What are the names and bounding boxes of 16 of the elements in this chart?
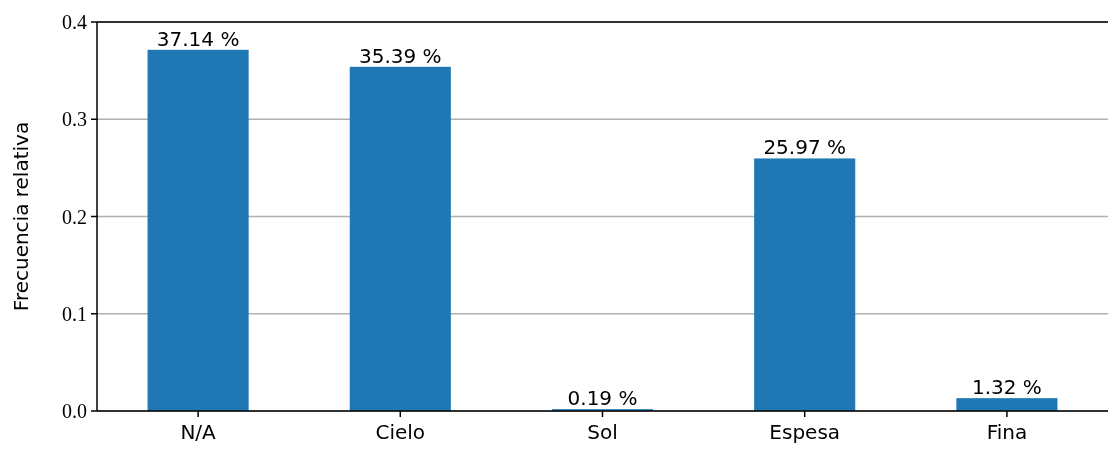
y-tick-label: 0.4: [62, 11, 87, 33]
y-tick-label: 0.0: [62, 400, 87, 422]
data-label: 35.39 %: [358, 43, 442, 68]
y-axis-title: Frecuencia relativa: [9, 121, 33, 312]
data-label: 0.19 %: [567, 386, 638, 411]
x-tick-label: N/A: [180, 420, 217, 444]
x-tick-label: Cielo: [375, 420, 426, 444]
y-tick-label: 0.1: [62, 302, 87, 325]
x-tick-label: Fina: [986, 420, 1028, 444]
data-label: 37.14 %: [156, 26, 240, 51]
data-label: 1.32 %: [971, 375, 1042, 400]
data-label: 25.97 %: [763, 135, 847, 160]
y-tick-label: 0.3: [62, 108, 87, 131]
x-tick-label: Espesa: [769, 420, 841, 444]
x-tick-label: Sol: [587, 420, 618, 444]
y-tick-label: 0.2: [62, 205, 87, 228]
